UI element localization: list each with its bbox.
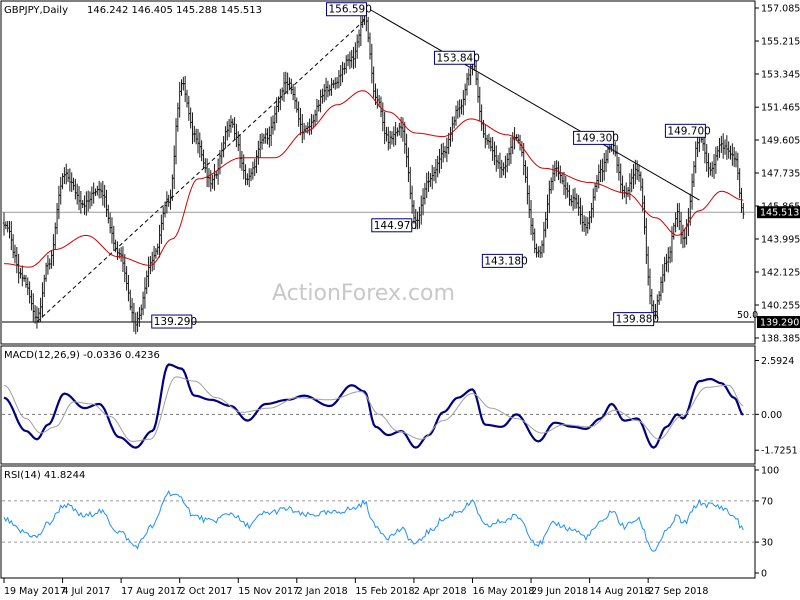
macd-ytick-label: 2.5924 xyxy=(761,356,794,367)
price-annotation-label: 139.290 xyxy=(154,316,197,328)
price-ytick-label: 149.605 xyxy=(761,136,800,147)
price-ytick-label: 147.735 xyxy=(761,169,800,180)
price-annotation-box xyxy=(573,130,615,145)
axis-labels-layer: 157.085 155.215 153.345 151.465 149.605 147.7… xyxy=(3,4,800,597)
price-annotation-box xyxy=(326,2,368,17)
ohlc-bars xyxy=(2,4,745,335)
macd-line xyxy=(3,363,745,449)
fib-level-tag: 139.290 xyxy=(757,316,800,329)
rsi-panel-frame xyxy=(0,465,756,579)
x-tick-label: 2 Oct 2017 xyxy=(180,586,233,597)
moving-average-line xyxy=(3,90,744,268)
price-annotation-label: 149.300 xyxy=(576,132,619,144)
price-annotation: 139.880 xyxy=(613,312,659,327)
x-tick-label: 14 Aug 2018 xyxy=(590,586,651,597)
price-ytick-label: 138.385 xyxy=(761,334,800,345)
price-ytick-label: 140.255 xyxy=(761,301,800,312)
fib-level-tag-label: 139.290 xyxy=(760,318,799,329)
current-price-tag: 145.513 xyxy=(757,206,800,219)
price-annotation-box xyxy=(151,314,193,329)
x-tick-label: 15 Nov 2017 xyxy=(238,586,299,597)
price-annotation-label: 149.700 xyxy=(667,125,710,137)
price-annotation-box xyxy=(481,253,523,268)
trendline-resistance xyxy=(369,9,700,201)
price-series-layer: 50.0 156.590 153.840 149.300 149.700 144.970 1… xyxy=(2,2,758,335)
watermark-text: ActionForex.com xyxy=(272,281,455,306)
macd-ytick-label: 0.00 xyxy=(761,410,782,421)
chart-header-symbol: GBPJPY,Daily xyxy=(4,5,68,16)
chart-header-ohlc: 146.242 146.405 145.288 145.513 xyxy=(87,5,262,16)
price-annotation-box xyxy=(433,50,475,65)
price-annotation: 156.590 xyxy=(326,2,372,17)
price-ytick-label: 155.215 xyxy=(761,37,800,48)
macd-signal-line xyxy=(3,376,744,442)
rsi-ytick-label: 100 xyxy=(761,466,779,477)
rsi-line xyxy=(3,489,744,552)
price-annotation-label: 153.840 xyxy=(436,52,479,64)
price-annotation-label: 144.970 xyxy=(374,220,417,232)
x-tick-label: 16 May 2018 xyxy=(472,586,534,597)
macd-title: MACD(12,26,9) -0.0336 0.4236 xyxy=(4,350,160,361)
price-annotation: 143.180 xyxy=(481,253,528,268)
rsi-ytick-label: 70 xyxy=(761,496,773,507)
x-tick-label: 4 Jul 2017 xyxy=(63,586,111,597)
price-annotation-box xyxy=(371,218,413,233)
price-annotation: 153.840 xyxy=(433,50,480,65)
x-tick-label: 29 Jun 2018 xyxy=(531,586,588,597)
price-annotation-label: 156.590 xyxy=(329,4,372,16)
fib-50-label: 50.0 xyxy=(737,310,758,321)
price-annotation: 144.970 xyxy=(371,218,417,233)
price-annotation-label: 143.180 xyxy=(484,255,527,267)
price-ytick-label: 143.995 xyxy=(761,235,800,246)
fib-level-tag-box xyxy=(757,316,800,329)
x-tick-label: 19 May 2017 xyxy=(4,586,66,597)
rsi-series-layer xyxy=(2,489,754,552)
trendline-support xyxy=(36,19,365,323)
macd-ytick-label: -1.7251 xyxy=(761,446,798,457)
price-ytick-label: 142.125 xyxy=(761,268,800,279)
x-tick-label: 27 Sep 2018 xyxy=(648,586,708,597)
x-tick-label: 2 Jan 2018 xyxy=(297,586,348,597)
price-ytick-label: 151.465 xyxy=(761,103,800,114)
price-annotation-label: 139.880 xyxy=(616,314,659,326)
x-tick-label: 17 Aug 2017 xyxy=(121,586,182,597)
macd-panel-frame xyxy=(0,345,756,465)
macd-series-layer xyxy=(2,363,754,449)
price-annotation-box xyxy=(613,312,655,327)
price-annotation-box xyxy=(664,123,706,138)
price-ytick-label: 153.345 xyxy=(761,70,800,81)
rsi-title: RSI(14) 41.8244 xyxy=(4,470,85,481)
x-tick-label: 15 Feb 2018 xyxy=(355,586,414,597)
price-annotation: 139.290 xyxy=(151,314,197,329)
price-annotation: 149.700 xyxy=(664,123,711,138)
price-annotation: 149.300 xyxy=(573,130,619,145)
x-tick-label: 2 Apr 2018 xyxy=(414,586,467,597)
price-bar xyxy=(742,202,745,219)
rsi-ytick-label: 0 xyxy=(761,569,767,580)
current-price-tag-label: 145.513 xyxy=(760,208,799,219)
rsi-ytick-label: 30 xyxy=(761,538,773,549)
current-price-tag-box xyxy=(757,206,800,219)
price-ytick-label: 157.085 xyxy=(761,4,800,15)
